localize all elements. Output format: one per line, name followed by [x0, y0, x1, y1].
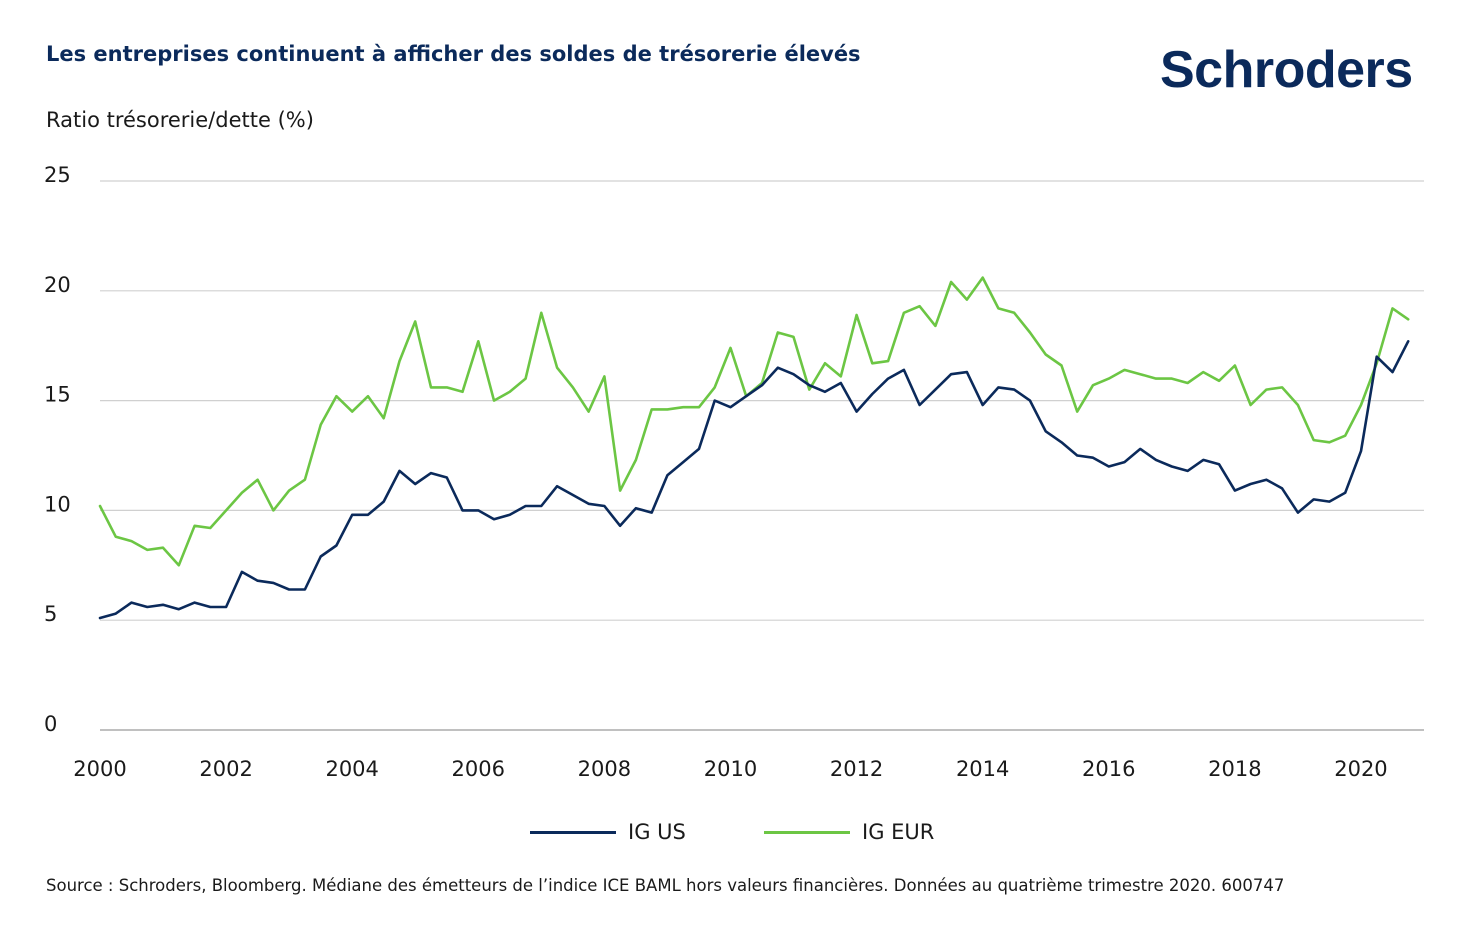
legend-item-ig-us: IG US — [530, 812, 686, 852]
source-note: Source : Schroders, Bloomberg. Médiane d… — [46, 876, 1285, 895]
x-tick-label: 2014 — [956, 757, 1009, 781]
x-tick-label: 2006 — [452, 757, 505, 781]
legend-label-ig-eur: IG EUR — [862, 820, 935, 844]
y-tick-label: 15 — [44, 383, 71, 407]
x-tick-label: 2012 — [830, 757, 883, 781]
y-tick-label: 10 — [44, 492, 71, 516]
x-tick-label: 2018 — [1208, 757, 1261, 781]
x-tick-label: 2016 — [1082, 757, 1135, 781]
series-line-ig-us — [98, 340, 1410, 620]
y-tick-label: 0 — [44, 712, 57, 736]
series-line-ig-eur — [98, 276, 1410, 567]
grid-lines — [100, 180, 1424, 731]
x-tick-label: 2002 — [199, 757, 252, 781]
y-axis-ticks: 0 5 10 15 20 25 — [44, 163, 71, 736]
x-axis-ticks: 2000 2002 2004 2006 2008 2010 2012 2014 2016 2018… — [73, 757, 1387, 781]
legend-swatch-ig-us — [530, 830, 616, 834]
series-lines — [98, 276, 1410, 620]
legend-label-ig-us: IG US — [628, 820, 686, 844]
x-tick-label: 2000 — [73, 757, 126, 781]
legend: IG US IG EUR — [0, 812, 1475, 852]
x-tick-label: 2004 — [325, 757, 378, 781]
x-tick-label: 2010 — [704, 757, 757, 781]
y-tick-label: 5 — [44, 602, 57, 626]
schroders-logo: Schroders — [1160, 41, 1413, 99]
y-axis-label: Ratio trésorerie/dette (%) — [46, 108, 314, 132]
y-tick-label: 20 — [44, 273, 71, 297]
y-tick-label: 25 — [44, 163, 71, 187]
legend-item-ig-eur: IG EUR — [764, 812, 934, 852]
x-tick-label: 2020 — [1334, 757, 1387, 781]
x-tick-label: 2008 — [578, 757, 631, 781]
chart-title: Les entreprises continuent à afficher de… — [46, 42, 861, 66]
legend-swatch-ig-eur — [764, 830, 850, 834]
